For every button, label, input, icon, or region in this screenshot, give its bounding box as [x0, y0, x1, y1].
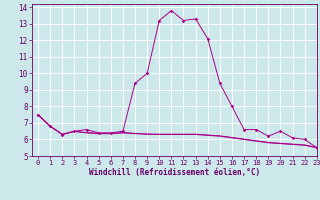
X-axis label: Windchill (Refroidissement éolien,°C): Windchill (Refroidissement éolien,°C)	[89, 168, 260, 177]
